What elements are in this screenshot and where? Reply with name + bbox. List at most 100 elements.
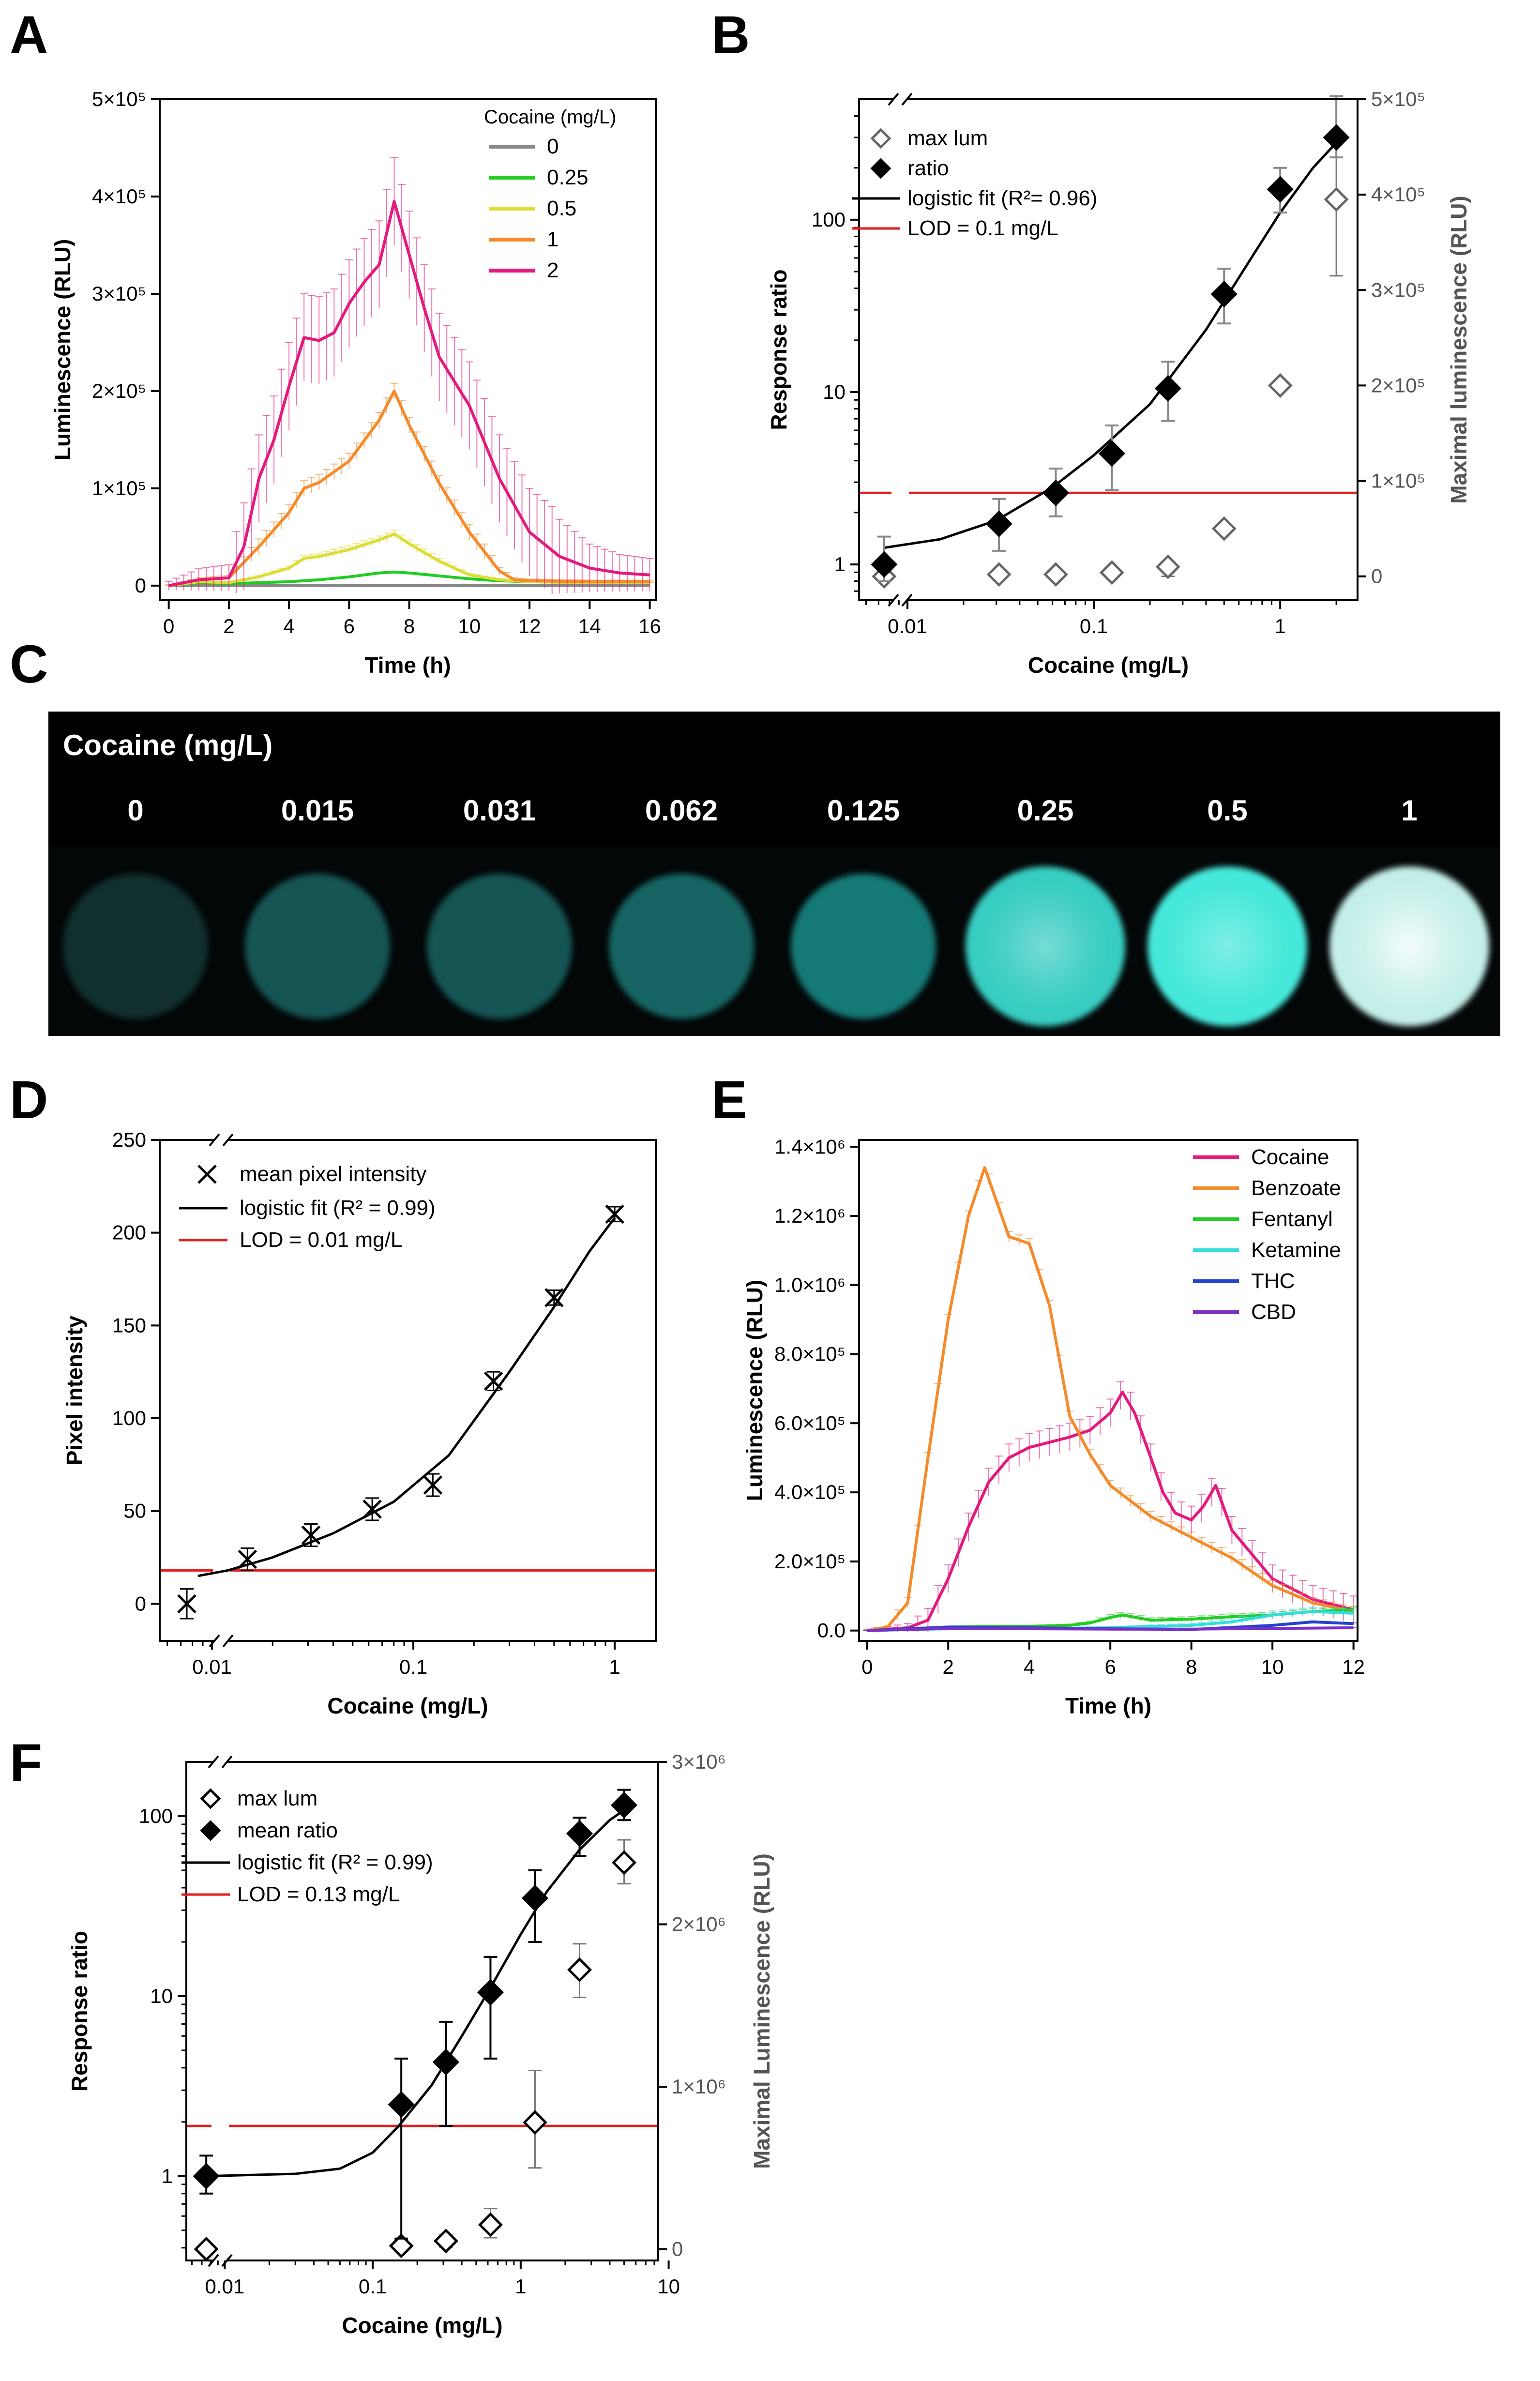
axis-break-gap xyxy=(213,1758,227,1766)
maxlum-point xyxy=(567,1957,592,1982)
x-axis-title: Cocaine (mg/L) xyxy=(327,1693,488,1718)
maxlum-point xyxy=(1099,560,1124,585)
x-tick-label: 1 xyxy=(1275,615,1286,637)
photo-well-glow xyxy=(1163,882,1291,1010)
maxlum-point xyxy=(433,2229,458,2254)
logistic-fit-curve xyxy=(197,1217,616,1577)
series-cocaine xyxy=(863,1381,1358,1632)
plot-frame xyxy=(185,1761,659,2261)
x-tick-label: 1 xyxy=(609,1655,620,1678)
y-tick-label: 0.0 xyxy=(817,1619,845,1642)
legend: max lum ratio logistic fit (R²= 0.96) LOD =… xyxy=(852,126,1097,240)
y2-tick-label: 5×10⁵ xyxy=(1371,88,1425,110)
pixel-point-x xyxy=(301,1525,321,1545)
legend: Cocaine Benzoate Fentanyl Ketamine THC CBD xyxy=(1193,1145,1341,1324)
photo-concentration-label: 0.25 xyxy=(1017,794,1074,827)
legend-label: THC xyxy=(1251,1269,1295,1293)
plot-frame xyxy=(858,1139,1359,1642)
y-tick-label: 1 xyxy=(162,2165,173,2187)
legend-label: max lum xyxy=(907,126,988,150)
panel-letter-b: B xyxy=(711,5,750,65)
legend: max lum mean ratio logistic fit (R² = 0.99… xyxy=(181,1787,433,1906)
y-tick-label: 1.4×10⁶ xyxy=(774,1135,845,1158)
legend-pixel-marker xyxy=(197,1165,217,1184)
legend-ratio-marker xyxy=(870,158,891,179)
legend-maxlum-marker xyxy=(200,1788,221,1809)
ratio-point xyxy=(1267,176,1294,203)
y-axis-title: Pixel intensity xyxy=(62,1315,87,1465)
legend-label: 0.5 xyxy=(547,197,576,220)
panel-letter-e: E xyxy=(711,1070,747,1130)
photo-well xyxy=(427,874,572,1019)
maxlum-point xyxy=(986,562,1012,587)
plot-frame xyxy=(858,98,1359,601)
axis-break-gap xyxy=(893,95,907,103)
axis-break-gap xyxy=(214,1637,228,1645)
x-tick-label: 4 xyxy=(283,615,294,637)
legend: Cocaine (mg/L) 0 0.25 0.5 1 2 xyxy=(484,106,616,282)
pixel-point-x xyxy=(544,1288,564,1307)
y-tick-label: 2×10⁵ xyxy=(92,379,146,402)
legend-label: mean pixel intensity xyxy=(240,1162,426,1186)
axis-break-gap xyxy=(214,1136,228,1144)
maxlum-point xyxy=(478,2212,503,2237)
x-tick-label: 0.01 xyxy=(205,2275,245,2298)
photo-wells xyxy=(63,866,1489,1026)
legend-label: Ketamine xyxy=(1251,1238,1341,1262)
y-axis-title: Response ratio xyxy=(67,1931,92,2092)
ratio-point xyxy=(611,1791,638,1819)
y-tick-label: 50 xyxy=(123,1500,146,1522)
x-axis-title: Time (h) xyxy=(1065,1693,1151,1718)
photo-concentration-label: 0.125 xyxy=(827,794,900,827)
x-tick-label: 10 xyxy=(657,2275,680,2298)
axis-break-mark xyxy=(221,1755,233,1769)
y-tick-label: 10 xyxy=(150,1985,173,2007)
legend-label: logistic fit (R² = 0.99) xyxy=(237,1850,433,1874)
chart-d: 0.01 0.1 1 0 50 100 150 200 250 Cocaine (mg/L) Pix… xyxy=(62,1128,657,1718)
x-tick-label: 8 xyxy=(404,615,415,637)
maxlum-point xyxy=(194,2236,219,2262)
x-tick-label: 0.01 xyxy=(888,615,927,637)
chart-e: 0 2 4 6 8 10 12 0.0 2.0×10⁵ 4.0×10⁵ 6.0×10⁵ 8.0×10⁵… xyxy=(742,1135,1365,1718)
legend-label: Benzoate xyxy=(1251,1176,1341,1200)
x-tick-label: 0.01 xyxy=(192,1655,232,1678)
legend-label: CBD xyxy=(1251,1300,1296,1324)
axis-break-mark xyxy=(208,1755,219,1769)
x-tick-label: 6 xyxy=(1105,1655,1116,1678)
y-tick-label: 1 xyxy=(834,553,845,576)
y-axis-title: Response ratio xyxy=(766,269,791,430)
ratio-point xyxy=(985,510,1012,537)
photo-concentration-label: 0 xyxy=(127,794,143,827)
x-tick-label: 2 xyxy=(223,615,234,637)
ratio-point xyxy=(1098,440,1125,467)
y-tick-label: 5×10⁵ xyxy=(92,88,146,110)
x-tick-label: 0 xyxy=(861,1655,873,1678)
x-tick-label: 12 xyxy=(1342,1655,1365,1678)
legend-label: 2 xyxy=(547,258,559,282)
x-tick-label: 12 xyxy=(518,615,541,637)
x-tick-label: 8 xyxy=(1186,1655,1197,1678)
y-tick-label: 100 xyxy=(112,1407,146,1429)
y2-tick-label: 3×10⁶ xyxy=(672,1750,726,1773)
x-tick-label: 0.1 xyxy=(399,1655,427,1678)
ratio-point xyxy=(1042,479,1070,506)
y-tick-label: 10 xyxy=(823,380,845,403)
y2-tick-label: 1×10⁵ xyxy=(1371,470,1425,492)
legend-label: Cocaine xyxy=(1251,1145,1329,1169)
pixel-point-x xyxy=(423,1475,443,1495)
y-tick-label: 1.0×10⁶ xyxy=(774,1274,845,1296)
x-tick-label: 4 xyxy=(1024,1655,1035,1678)
y-tick-label: 1×10⁵ xyxy=(92,477,146,500)
photo-concentration-label: 0.5 xyxy=(1207,794,1247,827)
photo-header-band xyxy=(48,712,1500,847)
x-tick-label: 6 xyxy=(344,615,355,637)
ratio-point xyxy=(432,2048,459,2076)
axis-break-mark xyxy=(222,1634,234,1648)
ratio-point xyxy=(477,1979,504,2006)
plot-frame xyxy=(159,98,657,601)
y-tick-label: 0 xyxy=(135,1592,146,1615)
axis-break-mark xyxy=(901,92,913,106)
ratio-point xyxy=(1323,124,1350,151)
y2-tick-label: 4×10⁵ xyxy=(1371,183,1425,206)
y2-tick-label: 3×10⁵ xyxy=(1371,278,1425,301)
